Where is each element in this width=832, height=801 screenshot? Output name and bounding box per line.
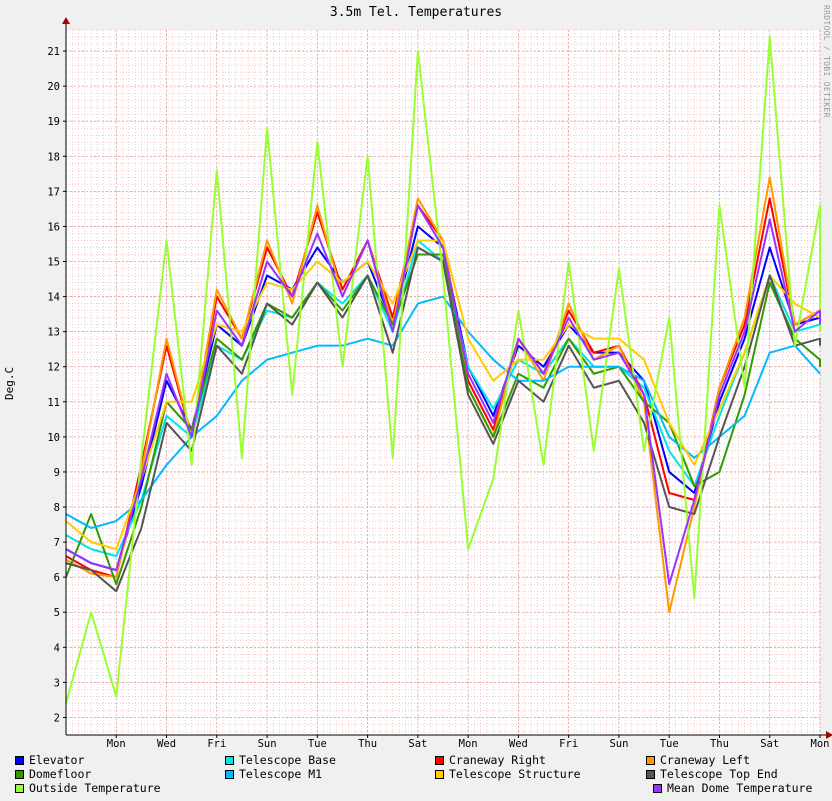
x-tick-label: Mon: [811, 738, 830, 750]
legend-item-outside-temperature: Outside Temperature: [15, 781, 161, 795]
chart-plot: 2 3 4 5 6 7 8 9 10 11 12 13 14 15 16 17 18 19 20 21 Mon Wed Fr…: [47, 17, 832, 750]
y-tick-label: 10: [47, 432, 60, 444]
y-tick-label: 16: [47, 221, 60, 233]
y-tick-label: 20: [47, 81, 60, 93]
legend-swatch: [15, 769, 24, 779]
legend-swatch: [435, 769, 444, 779]
legend-item-elevator: Elevator: [15, 753, 84, 767]
legend-label: Craneway Left: [660, 753, 751, 767]
legend-swatch: [15, 755, 24, 765]
x-tick-label: Thu: [358, 738, 377, 750]
x-tick-label: Wed: [509, 738, 528, 750]
x-tick-label: Sat: [760, 738, 779, 750]
x-tick-label: Mon: [107, 738, 126, 750]
legend-label: Elevator: [29, 753, 85, 767]
y-tick-label: 4: [54, 642, 60, 654]
legend-swatch: [435, 755, 444, 765]
y-tick-label: 7: [54, 537, 60, 549]
legend: Elevator Telescope Base Craneway Right C…: [0, 751, 832, 799]
x-tick-label: Sun: [609, 738, 628, 750]
legend-item-telescope-top-end: Telescope Top End: [646, 767, 778, 781]
x-tick-label: Wed: [157, 738, 176, 750]
x-tick-label: Tue: [660, 738, 679, 750]
y-tick-label: 9: [54, 467, 60, 479]
legend-label: Domefloor: [29, 767, 92, 781]
y-tick-label: 21: [47, 46, 60, 58]
legend-swatch: [15, 783, 24, 793]
legend-item-craneway-right: Craneway Right: [435, 753, 546, 767]
y-tick-label: 2: [54, 712, 60, 724]
legend-label: Mean Dome Temperature: [667, 781, 813, 795]
y-tick-label: 12: [47, 362, 60, 374]
series-line-mean-dome-temperature: [65, 204, 821, 586]
x-tick-label: Fri: [559, 738, 578, 750]
legend-label: Telescope Structure: [449, 767, 581, 781]
y-tick-label: 17: [47, 186, 60, 198]
y-tick-label: 15: [47, 256, 60, 268]
y-tick-label: 18: [47, 151, 60, 163]
legend-label: Craneway Right: [449, 753, 546, 767]
series-line-telescope-top-end: [65, 246, 821, 593]
x-tick-label: Sat: [408, 738, 427, 750]
legend-swatch: [646, 755, 655, 765]
chart-title: 3.5m Tel. Temperatures: [329, 5, 503, 20]
x-axis-arrow: [826, 731, 832, 739]
legend-swatch: [225, 755, 234, 765]
y-tick-label: 13: [47, 327, 60, 339]
y-tick-label: 11: [47, 397, 60, 409]
legend-item-mean-dome-temperature: Mean Dome Temperature: [653, 781, 812, 795]
x-tick-label: Fri: [207, 738, 226, 750]
legend-label: Telescope Base: [239, 753, 336, 767]
legend-label: Telescope Top End: [660, 767, 778, 781]
legend-swatch: [653, 783, 662, 793]
y-tick-label: 14: [47, 292, 60, 304]
series-line-telescope-structure: [65, 239, 821, 551]
legend-label: Telescope M1: [239, 767, 323, 781]
legend-item-telescope-base: Telescope Base: [225, 753, 336, 767]
legend-item-craneway-left: Craneway Left: [646, 753, 750, 767]
x-tick-label: Thu: [710, 738, 729, 750]
rrdtool-watermark: RRDTOOL / TOBI OETIKER: [822, 5, 831, 118]
legend-item-telescope-m1: Telescope M1: [225, 767, 322, 781]
y-tick-label: 3: [54, 677, 60, 689]
y-tick-label: 6: [54, 572, 60, 584]
y-axis-arrow: [62, 17, 70, 24]
legend-label: Outside Temperature: [29, 781, 161, 795]
legend-swatch: [225, 769, 234, 779]
x-tick-label: Tue: [308, 738, 327, 750]
x-tick-label: Mon: [459, 738, 478, 750]
y-tick-label: 8: [54, 502, 60, 514]
y-tick-label: 19: [47, 116, 60, 128]
x-tick-label: Sun: [258, 738, 277, 750]
legend-item-domefloor: Domefloor: [15, 767, 91, 781]
y-tick-label: 5: [54, 607, 60, 619]
legend-item-telescope-structure: Telescope Structure: [435, 767, 581, 781]
legend-swatch: [646, 769, 655, 779]
